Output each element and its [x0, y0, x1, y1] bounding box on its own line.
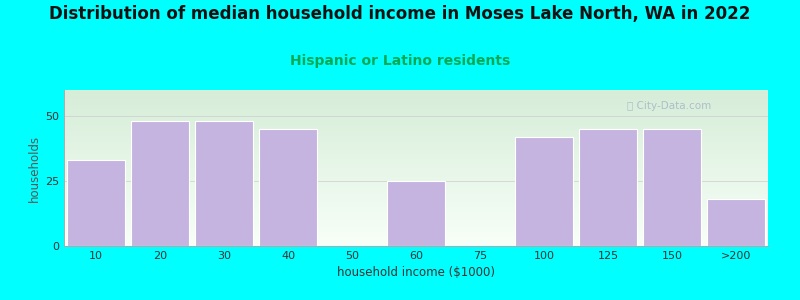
- Bar: [642, 129, 702, 246]
- Bar: [706, 199, 766, 246]
- X-axis label: household income ($1000): household income ($1000): [337, 266, 495, 279]
- Bar: [578, 129, 638, 246]
- Bar: [258, 129, 318, 246]
- Text: Distribution of median household income in Moses Lake North, WA in 2022: Distribution of median household income …: [50, 4, 750, 22]
- Text: ⓘ City-Data.com: ⓘ City-Data.com: [627, 101, 711, 111]
- Y-axis label: households: households: [28, 134, 41, 202]
- Bar: [194, 121, 254, 246]
- Bar: [130, 121, 190, 246]
- Bar: [386, 181, 446, 246]
- Bar: [66, 160, 126, 246]
- Text: Hispanic or Latino residents: Hispanic or Latino residents: [290, 54, 510, 68]
- Bar: [514, 137, 574, 246]
